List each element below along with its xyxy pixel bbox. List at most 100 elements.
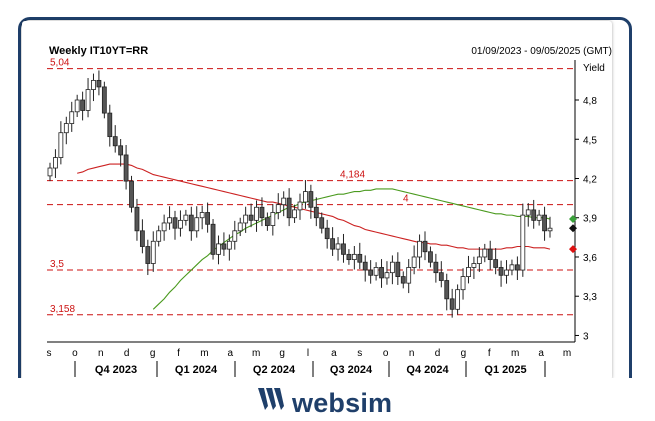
candle-body (134, 206, 140, 232)
candle-body (368, 269, 374, 276)
month-tick-label: n (98, 348, 104, 359)
candle-body (259, 206, 265, 219)
candle-body (264, 217, 270, 226)
candle-body (487, 248, 493, 260)
quarter-label: Q1 2025 (484, 364, 526, 376)
candle-body (346, 253, 352, 260)
candle-body (536, 214, 542, 221)
candles (47, 70, 553, 318)
last-value-markers (569, 215, 577, 254)
candle-body (379, 267, 384, 279)
candle-body (156, 230, 162, 242)
date-range: 01/09/2023 - 09/05/2025 (GMT) (471, 46, 612, 57)
candle-body (525, 209, 531, 216)
candle-body (58, 132, 64, 158)
marker-last-close (569, 224, 577, 233)
candle-body (188, 214, 194, 232)
candle-body (520, 214, 526, 271)
candle-body (460, 276, 466, 291)
y-tick-label: 3,3 (583, 292, 597, 303)
candle-body (297, 201, 303, 211)
candle-body (324, 227, 330, 240)
candle-body (74, 99, 80, 113)
candle-body (210, 223, 216, 255)
y-tick-label: 4,5 (583, 135, 597, 146)
y-axis-unit: Yield (583, 63, 605, 74)
websim-logo-icon (258, 388, 284, 410)
candle-body (118, 145, 124, 156)
month-tick-label: d (124, 348, 130, 359)
marker-ma-long (569, 215, 577, 224)
moving-average-short (77, 163, 551, 250)
month-tick-label: s (47, 348, 52, 359)
candle-body (504, 269, 509, 276)
reference-line-label: 4 (403, 194, 409, 205)
quarter-label: Q4 2023 (95, 364, 137, 376)
y-tick-label: 4,2 (583, 174, 597, 185)
candle-body (389, 261, 395, 274)
month-tick-label: a (331, 348, 337, 359)
y-tick-label: 4,8 (583, 96, 597, 107)
month-tick-label: g (279, 348, 285, 359)
candle-body (275, 204, 281, 213)
candle-body (319, 217, 325, 229)
marker-ma-short (569, 245, 577, 254)
candle-body (395, 261, 401, 277)
candle-body (101, 86, 107, 114)
candle-body (357, 253, 363, 263)
reference-line-label: 4,184 (340, 170, 365, 181)
candle-body (433, 261, 439, 274)
candle-body (139, 230, 145, 247)
candle-body (216, 243, 221, 255)
candle-body (330, 238, 336, 250)
candle-body (471, 263, 477, 268)
y-tick-label: 3,9 (583, 214, 597, 225)
candle-body (482, 248, 488, 258)
candle-body (53, 157, 58, 169)
candle-body (292, 209, 297, 219)
candle-body (313, 206, 319, 219)
candle-body (172, 217, 178, 229)
reference-line-label: 3,158 (50, 304, 75, 315)
candle-body (531, 209, 537, 221)
candle-body (69, 111, 75, 124)
y-tick-label: 3 (583, 331, 589, 342)
candle-body (183, 214, 189, 221)
candle-body (422, 240, 428, 253)
candle-body (514, 264, 520, 271)
chart-card (22, 21, 612, 380)
candle-body (303, 191, 308, 203)
candle-body (123, 154, 129, 182)
month-tick-label: l (307, 348, 309, 359)
axes: 4,8 4,5 4,2 3,9 3,6 3,3 3 s o n d g f m a m g l a s o n d g f m a m… (47, 60, 597, 377)
candle-body (178, 219, 183, 229)
candle-body (384, 272, 390, 279)
candle-body (286, 197, 292, 219)
candle-body (351, 253, 357, 260)
brand-name: websim (292, 388, 393, 418)
month-tick-label: s (357, 348, 362, 359)
month-tick-label: d (435, 348, 441, 359)
candle-body (547, 227, 553, 232)
month-tick-label: m (511, 348, 519, 359)
candle-body (400, 276, 406, 284)
candle-body (449, 298, 455, 310)
candle-body (167, 217, 172, 224)
candle-body (226, 240, 232, 250)
candle-body (417, 240, 422, 258)
brand-footer (0, 378, 655, 421)
candle-body (335, 243, 341, 250)
month-tick-label: g (461, 348, 467, 359)
candle-body (373, 267, 379, 276)
candle-body (80, 99, 86, 111)
quarter-label: Q3 2024 (330, 364, 373, 376)
candle-body (362, 261, 368, 271)
candle-body (243, 214, 249, 224)
quarter-label: Q4 2024 (406, 364, 449, 376)
candle-body (498, 267, 504, 276)
candle-body (248, 214, 254, 221)
candle-body (96, 79, 102, 88)
candle-body (254, 206, 259, 221)
chart-title: Weekly IT10YT=RR (49, 45, 148, 57)
